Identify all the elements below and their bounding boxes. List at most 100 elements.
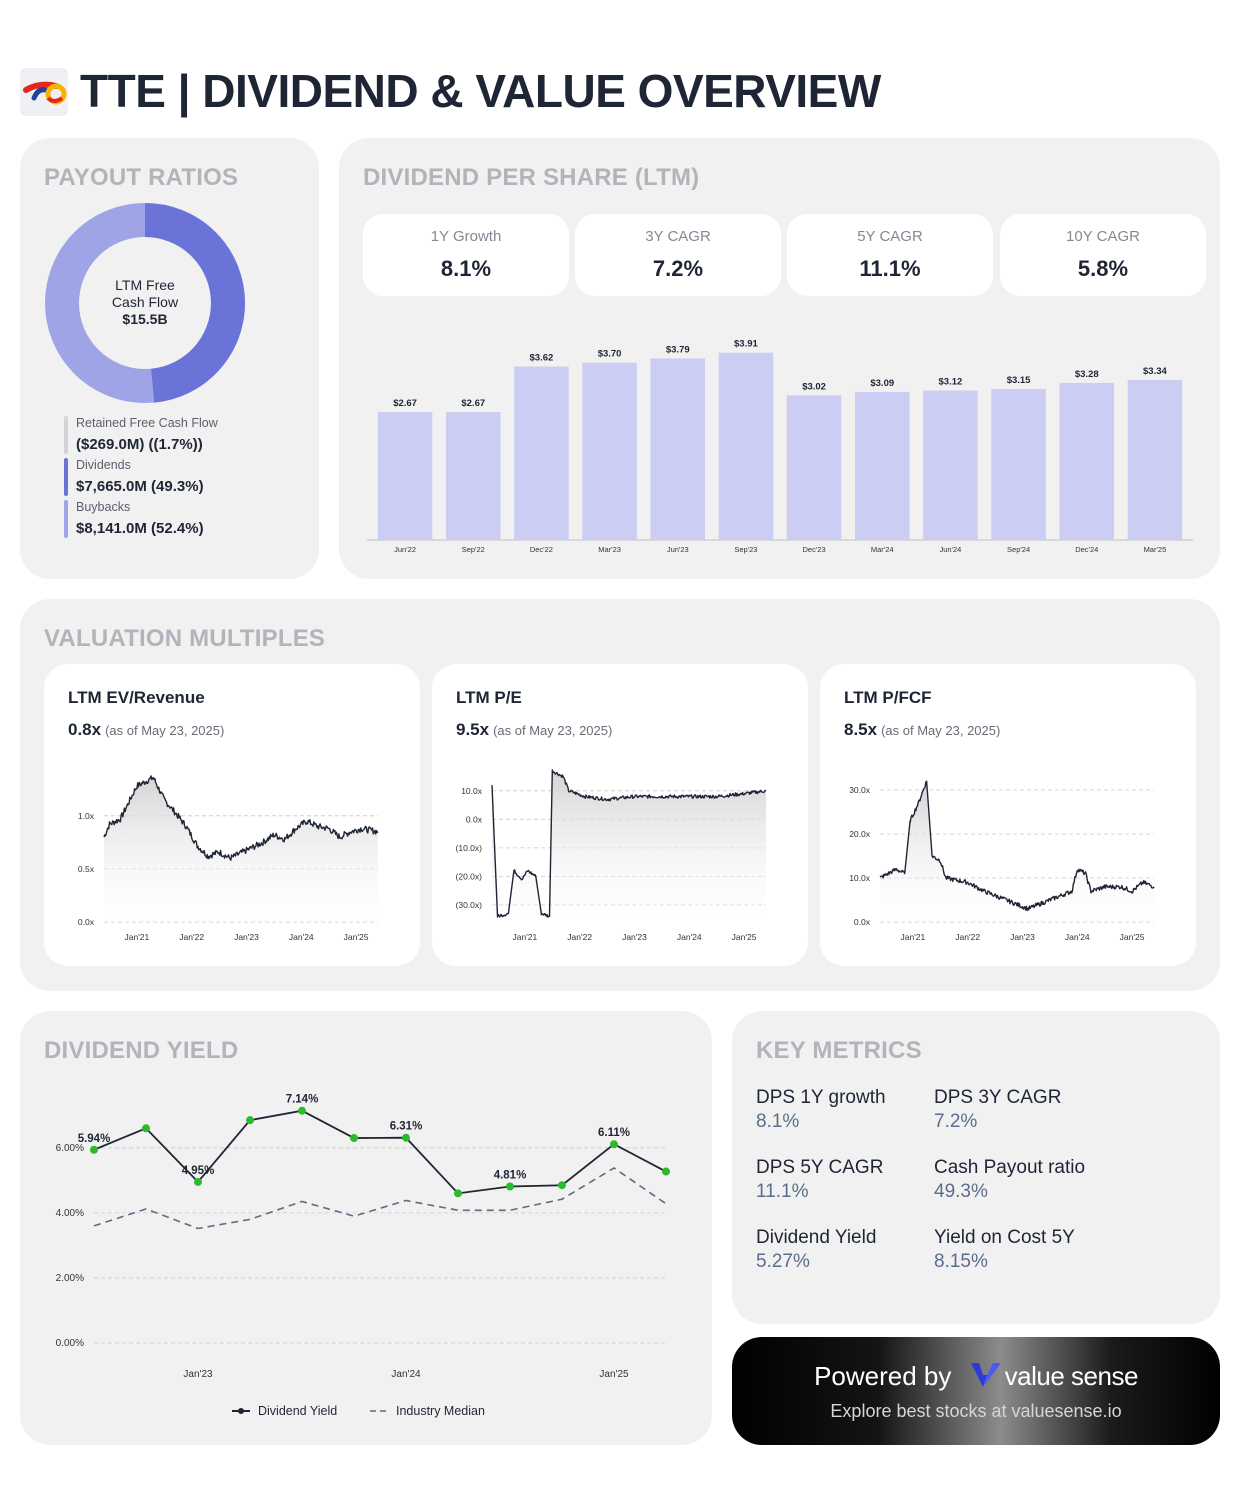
km-dps-3y-cagr: DPS 3Y CAGR 7.2%: [934, 1087, 1104, 1133]
dividend-yield-card: DIVIDEND YIELD 0.00% 2.00% 4.00% 6.00% Jan'2…: [20, 1011, 712, 1445]
valuation-card: VALUATION MULTIPLES LTM EV/Revenue 0.8x(…: [20, 599, 1220, 991]
bar-value-label: $3.09: [870, 378, 894, 389]
dps-bar: [854, 391, 910, 540]
bar-value-label: $3.34: [1143, 366, 1167, 377]
dps-bar: [582, 362, 637, 540]
powered-by-prefix: Powered by: [814, 1361, 952, 1391]
donut-center-line1: LTM Free: [115, 277, 175, 293]
card-title: LTM P/FCF: [844, 688, 932, 707]
dps-bar: [445, 412, 501, 540]
y-tick-label: 0.5x: [78, 864, 95, 874]
km-label: DPS 1Y growth: [756, 1087, 886, 1108]
yield-point: [454, 1189, 462, 1198]
x-tick-label: Jan'23: [1010, 932, 1035, 942]
legend-buybacks: Buybacks $8,141.0M (52.4%): [64, 500, 294, 538]
metric-3y-cagr: 3Y CAGR 7.2%: [575, 214, 781, 296]
pfcf-line-chart: 0.0x 10.0x 20.0x 30.0x Jan'21 Jan'22 Jan'23 Jan…: [849, 780, 1155, 942]
yield-point-label: 7.14%: [286, 1094, 319, 1106]
dps-bar: [923, 390, 978, 540]
x-tick-label: Jan'24: [289, 932, 314, 942]
x-tick-label: Mar'25: [1144, 545, 1167, 554]
yield-point: [90, 1145, 98, 1154]
legend-swatch: [64, 416, 68, 454]
section-title: DIVIDEND PER SHARE (LTM): [363, 164, 700, 191]
yield-point-label: 6.11%: [598, 1127, 630, 1139]
x-tick-label: Jan'22: [955, 932, 980, 942]
metric-1y-growth: 1Y Growth 8.1%: [363, 214, 569, 296]
x-tick-label: Jan'24: [391, 1369, 421, 1380]
x-tick-label: Jun'22: [394, 545, 416, 554]
dps-bar: [514, 366, 569, 540]
x-tick-label: Jan'21: [900, 932, 925, 942]
donut-center-label: LTM Free Cash Flow $15.5B: [42, 277, 248, 328]
x-tick-label: Sep'23: [734, 545, 757, 554]
km-label: DPS 5Y CAGR: [756, 1157, 884, 1178]
legend-value: $7,665.0M (49.3%): [76, 478, 204, 495]
y-tick-label: 0.00%: [56, 1338, 84, 1349]
x-tick-label: Dec'23: [803, 545, 826, 554]
yield-point: [506, 1182, 514, 1191]
valuesense-logo-icon: [970, 1363, 1001, 1387]
bar-value-label: $3.28: [1075, 369, 1099, 380]
key-metrics-card: KEY METRICS DPS 1Y growth 8.1% DPS 3Y CA…: [732, 1011, 1220, 1324]
y-tick-label: 20.0x: [849, 829, 871, 839]
y-tick-label: 10.0x: [849, 873, 871, 883]
legend-marker: [238, 1408, 244, 1414]
section-title: KEY METRICS: [756, 1037, 922, 1064]
km-value: 49.3%: [934, 1181, 988, 1202]
yield-point-label: 4.81%: [494, 1170, 527, 1182]
x-tick-label: Mar'23: [598, 545, 621, 554]
y-tick-label: 10.0x: [461, 786, 483, 796]
dps-bar-chart: $2.67 Jun'22 $2.67 Sep'22 $3.62 Dec'22 $3.70 Ma…: [367, 339, 1193, 554]
x-tick-label: Jan'24: [1065, 932, 1090, 942]
series-line: [879, 780, 1155, 912]
x-tick-label: Jan'24: [677, 932, 702, 942]
series-line: [491, 769, 767, 918]
bar-value-label: $3.79: [666, 344, 690, 355]
legend-label: Buybacks: [76, 500, 131, 514]
yield-point: [298, 1106, 306, 1115]
yield-point: [246, 1116, 254, 1125]
section-title: PAYOUT RATIOS: [44, 164, 239, 191]
metric-label: 5Y CAGR: [857, 228, 923, 245]
y-tick-label: 0.0x: [78, 917, 95, 927]
powered-by-line: Powered by value sense: [732, 1361, 1220, 1392]
multiple-value: 9.5x: [456, 720, 490, 739]
bar-value-label: $2.67: [393, 398, 417, 409]
donut-center-line2: Cash Flow: [111, 294, 179, 310]
dividends-arc: [45, 203, 245, 403]
section-title: DIVIDEND YIELD: [44, 1037, 239, 1064]
legend-label: Dividends: [76, 458, 131, 472]
yield-point: [350, 1134, 358, 1143]
area-fill: [104, 775, 378, 922]
dps-bar: [650, 358, 706, 540]
x-tick-label: Jan'25: [599, 1369, 629, 1380]
multiple-value: 8.5x: [844, 720, 878, 739]
x-tick-label: Jan'23: [622, 932, 647, 942]
bar-value-label: $2.67: [461, 398, 485, 409]
x-tick-label: Jan'25: [344, 932, 369, 942]
metric-label: 10Y CAGR: [1066, 228, 1140, 245]
x-tick-label: Jun'24: [939, 545, 961, 554]
metric-value: 7.2%: [652, 256, 704, 281]
x-tick-label: Mar'24: [871, 545, 894, 554]
x-tick-label: Sep'22: [462, 545, 485, 554]
area-fill: [880, 781, 1154, 922]
area-fill: [492, 770, 766, 922]
yield-point: [558, 1181, 566, 1190]
ev-revenue-line-chart: 0.0x 0.5x 1.0x Jan'21 Jan'22 Jan'23 Jan'24 Jan'…: [78, 775, 379, 942]
as-of-date: (as of May 23, 2025): [493, 723, 613, 738]
metric-value: 8.1%: [440, 256, 492, 281]
card-value: 0.8x (as of May 23, 2025): [68, 720, 224, 740]
metric-5y-cagr: 5Y CAGR 11.1%: [787, 214, 993, 296]
km-yield-on-cost-5y: Yield on Cost 5Y 8.15%: [934, 1227, 1104, 1273]
x-tick-label: Sep'24: [1007, 545, 1030, 554]
bar-value-label: $3.70: [598, 349, 622, 360]
km-value: 5.27%: [756, 1251, 810, 1272]
dps-bar: [718, 352, 774, 540]
dps-bar: [1059, 382, 1115, 540]
km-label: Cash Payout ratio: [934, 1157, 1086, 1178]
bar-value-label: $3.15: [1007, 375, 1031, 386]
powered-by-banner[interactable]: Powered by value sense Explore best stoc…: [732, 1337, 1220, 1445]
totalenergies-logo: [20, 68, 68, 116]
